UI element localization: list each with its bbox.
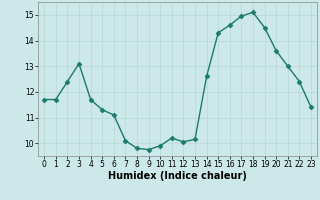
- X-axis label: Humidex (Indice chaleur): Humidex (Indice chaleur): [108, 171, 247, 181]
